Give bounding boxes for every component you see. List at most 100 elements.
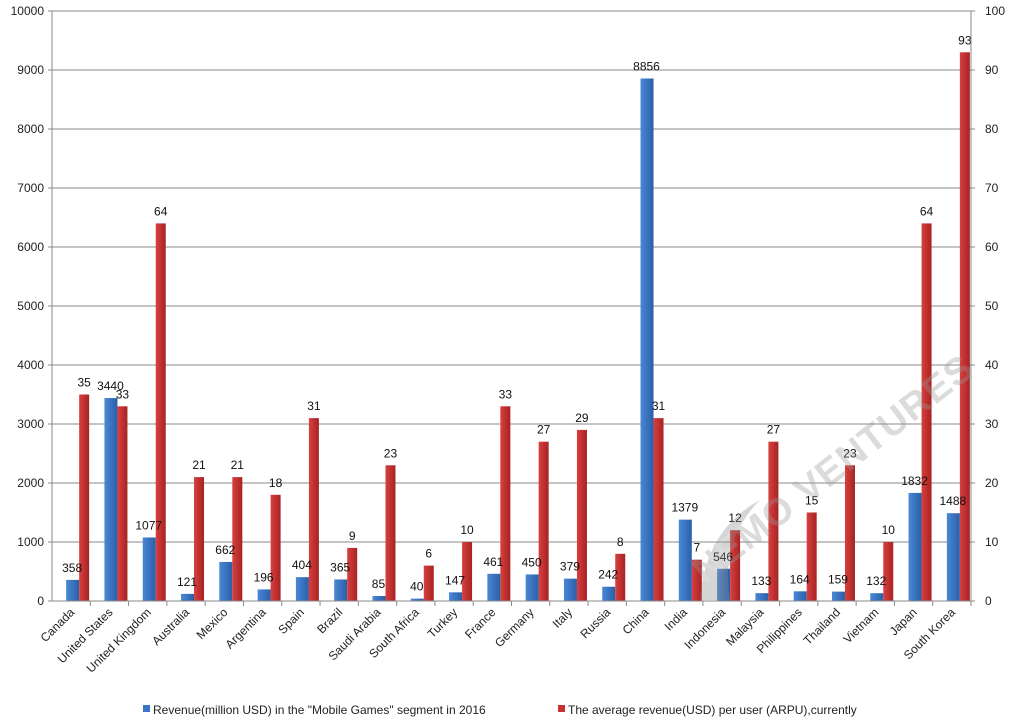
bar-revenue (487, 573, 501, 601)
data-label-arpu: 21 (192, 458, 206, 472)
bar-revenue (525, 574, 539, 601)
data-label-revenue: 662 (215, 543, 235, 557)
data-label-arpu: 8 (617, 535, 624, 549)
bar-arpu (691, 559, 702, 601)
watermark-text: NEMO VENTURES (685, 347, 982, 592)
bar-revenue (219, 561, 233, 601)
bar-revenue (181, 593, 195, 601)
legend-label-arpu: The average revenue(USD) per user (ARPU)… (568, 703, 857, 717)
bar-revenue (104, 398, 118, 601)
x-axis-tick-label: China (620, 605, 652, 637)
bar-arpu (155, 223, 166, 601)
data-label-revenue: 365 (330, 560, 350, 574)
bar-revenue (410, 598, 424, 601)
bar-arpu (270, 494, 281, 601)
data-label-arpu: 27 (767, 423, 781, 437)
bar-arpu (538, 441, 549, 601)
data-label-revenue: 121 (177, 575, 197, 589)
right-axis-tick-label: 10 (985, 535, 999, 549)
x-axis-tick-label: Australia (149, 605, 192, 648)
data-label-revenue: 404 (292, 558, 312, 572)
data-label-arpu: 10 (882, 523, 896, 537)
right-axis-tick-label: 20 (985, 476, 999, 490)
bar-revenue (257, 589, 271, 601)
bar-revenue (142, 537, 156, 601)
x-axis-tick-label: Japan (887, 605, 920, 638)
data-label-arpu: 21 (231, 458, 245, 472)
bar-revenue (602, 586, 616, 601)
data-label-arpu: 10 (460, 523, 474, 537)
bar-arpu (79, 394, 90, 601)
x-axis-tick-label: India (662, 605, 691, 634)
x-axis-tick-label: Argentina (222, 605, 268, 651)
bar-arpu (883, 542, 894, 601)
data-label-revenue: 450 (522, 555, 542, 569)
gridlines (52, 10, 971, 543)
x-axis-tick-label: Turkey (425, 605, 461, 641)
data-label-arpu: 35 (77, 376, 91, 390)
data-label-arpu: 23 (843, 446, 857, 460)
data-label-arpu: 12 (728, 511, 742, 525)
data-label-revenue: 461 (483, 555, 503, 569)
data-label-revenue: 379 (560, 560, 580, 574)
bar-revenue (449, 592, 463, 601)
data-label-revenue: 196 (254, 570, 274, 584)
data-label-revenue: 1488 (940, 494, 967, 508)
bar-revenue (678, 519, 692, 601)
legend-label-revenue: Revenue(million USD) in the "Mobile Game… (153, 703, 486, 717)
x-axis-tick-label: Thailand (801, 605, 843, 647)
bar-arpu (806, 512, 817, 601)
left-axis-tick-label: 6000 (17, 240, 44, 254)
data-label-revenue: 132 (866, 574, 886, 588)
data-label-revenue: 358 (62, 561, 82, 575)
left-axis-tick-label: 1000 (17, 535, 44, 549)
data-label-revenue: 1832 (901, 474, 928, 488)
bar-revenue (295, 577, 309, 601)
data-label-arpu: 6 (425, 547, 432, 561)
bar-arpu (653, 418, 664, 601)
right-axis-tick-label: 90 (985, 63, 999, 77)
x-axis-tick-label: Mexico (194, 605, 231, 642)
x-axis-tick-label: Indonesia (682, 605, 729, 652)
bar-revenue (334, 579, 348, 601)
data-label-arpu: 93 (958, 33, 972, 47)
data-label-arpu: 7 (693, 541, 700, 555)
left-axis-tick-label: 10000 (11, 4, 45, 18)
legend: Revenue(million USD) in the "Mobile Game… (143, 703, 857, 717)
bar-arpu (194, 477, 205, 601)
bar-revenue (831, 591, 845, 601)
right-axis-tick-label: 70 (985, 181, 999, 195)
right-axis-tick-label: 50 (985, 299, 999, 313)
x-axis-tick-label: Italy (550, 605, 575, 630)
bar-revenue (66, 579, 80, 601)
bar-revenue (640, 78, 654, 602)
data-label-revenue: 40 (410, 580, 424, 594)
data-label-arpu: 33 (116, 387, 130, 401)
data-label-arpu: 31 (307, 399, 321, 413)
left-axis-tick-label: 3000 (17, 417, 44, 431)
bar-arpu (500, 406, 511, 601)
data-label-revenue: 147 (445, 573, 465, 587)
x-axis-tick-label: Vietnam (841, 605, 882, 646)
x-axis-tick-label: Spain (275, 605, 307, 637)
data-label-revenue: 133 (751, 574, 771, 588)
right-axis-tick-label: 60 (985, 240, 999, 254)
right-axis-tick-label: 0 (985, 594, 992, 608)
bar-arpu (423, 565, 434, 601)
bar-revenue (908, 492, 922, 601)
data-label-arpu: 27 (537, 423, 551, 437)
left-axis-tick-label: 8000 (17, 122, 44, 136)
data-label-revenue: 3440 (97, 379, 124, 393)
data-label-revenue: 8856 (633, 59, 660, 73)
left-axis-tick-label: 4000 (17, 358, 44, 372)
x-axis-tick-label: Germany (492, 605, 537, 650)
bar-revenue (870, 593, 884, 601)
bar-revenue (563, 578, 577, 601)
data-label-revenue: 85 (372, 577, 386, 591)
bar-revenue (372, 595, 386, 601)
x-axis-tick-label: France (462, 605, 499, 642)
bar-arpu (308, 418, 319, 601)
right-axis-tick-label: 30 (985, 417, 999, 431)
